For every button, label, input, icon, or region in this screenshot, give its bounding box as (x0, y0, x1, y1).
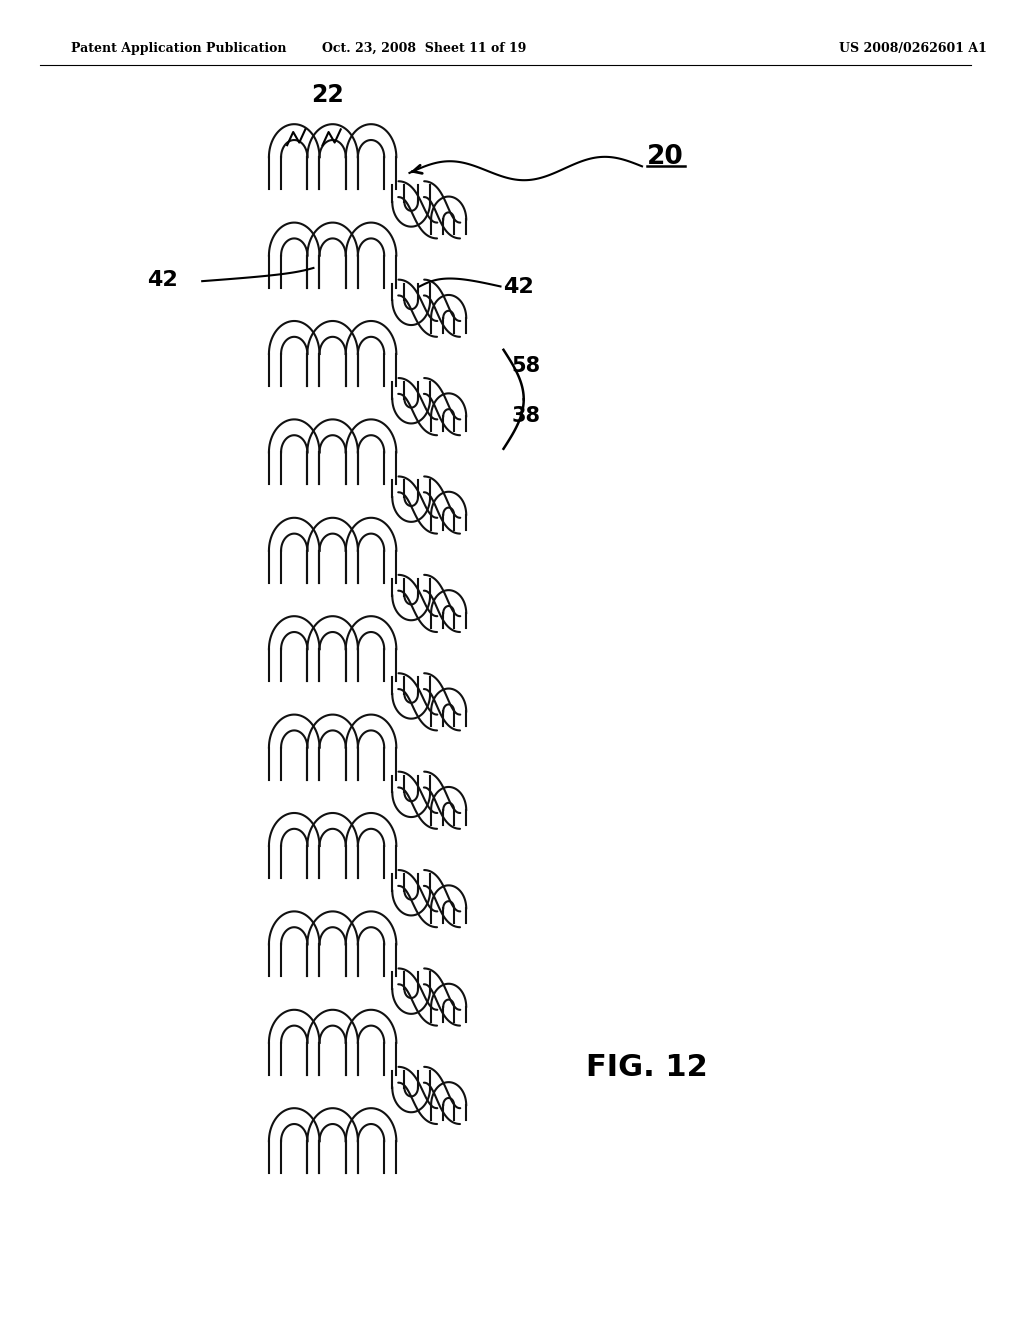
Text: 42: 42 (146, 271, 177, 290)
Text: FIG. 12: FIG. 12 (587, 1053, 709, 1082)
Text: 22: 22 (311, 83, 344, 107)
Text: 20: 20 (647, 144, 684, 170)
Text: US 2008/0262601 A1: US 2008/0262601 A1 (839, 42, 987, 55)
Text: Patent Application Publication: Patent Application Publication (71, 42, 287, 55)
Text: 42: 42 (504, 277, 535, 297)
Text: 38: 38 (512, 407, 541, 426)
Text: 58: 58 (512, 356, 541, 376)
Text: Oct. 23, 2008  Sheet 11 of 19: Oct. 23, 2008 Sheet 11 of 19 (323, 42, 526, 55)
